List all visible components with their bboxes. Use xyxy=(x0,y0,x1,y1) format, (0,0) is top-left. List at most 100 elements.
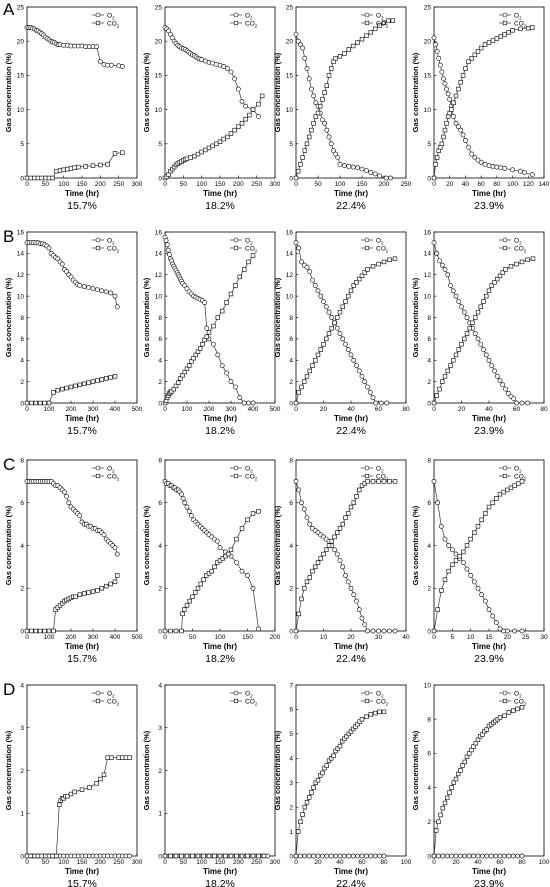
data-point-co2 xyxy=(313,564,318,570)
data-point-o2 xyxy=(372,853,378,859)
data-point-o2 xyxy=(313,100,319,106)
x-tick-label: 0 xyxy=(25,634,29,641)
data-point-o2 xyxy=(343,341,348,347)
data-point-co2 xyxy=(317,773,323,778)
panel-label: 22.4% xyxy=(336,653,366,665)
data-point-co2 xyxy=(435,607,440,612)
data-point-o2 xyxy=(306,76,312,82)
data-point-co2 xyxy=(233,283,238,288)
legend-label: CO2 xyxy=(107,245,120,253)
data-point-co2 xyxy=(315,560,321,565)
data-point-co2 xyxy=(206,145,212,151)
data-point-co2 xyxy=(228,291,234,297)
data-point-co2 xyxy=(35,853,41,859)
x-tick-label: 50 xyxy=(42,181,50,188)
data-point-co2 xyxy=(33,400,39,406)
data-point-co2 xyxy=(180,611,185,617)
data-point-o2 xyxy=(184,504,190,510)
panel-label: 23.9% xyxy=(474,200,504,212)
data-point-co2 xyxy=(315,110,321,116)
data-point-co2 xyxy=(293,628,299,634)
x-tick-label: 20 xyxy=(320,406,328,413)
data-point-co2 xyxy=(232,127,237,133)
data-point-o2 xyxy=(475,853,481,859)
y-axis-label: Gas concentration (%) xyxy=(142,730,151,810)
data-point-co2 xyxy=(101,772,107,777)
y-tick-label: 6 xyxy=(289,707,293,714)
data-point-o2 xyxy=(463,137,468,143)
data-point-co2 xyxy=(436,819,441,825)
legend-marker-o2 xyxy=(95,465,101,471)
data-point-co2 xyxy=(343,299,348,304)
data-point-co2 xyxy=(310,363,315,368)
x-tick-label: 100 xyxy=(196,859,207,866)
data-point-o2 xyxy=(348,352,354,358)
series-line-co2 xyxy=(295,20,393,179)
data-point-o2 xyxy=(459,304,464,310)
data-point-o2 xyxy=(235,86,241,92)
data-point-co2 xyxy=(490,38,496,43)
data-point-co2 xyxy=(318,556,323,561)
data-point-co2 xyxy=(442,800,448,806)
y-tick-label: 16 xyxy=(286,229,294,236)
data-point-o2 xyxy=(381,628,387,634)
data-point-co2 xyxy=(333,56,338,61)
data-point-co2 xyxy=(453,352,459,358)
data-point-co2 xyxy=(492,280,497,285)
data-point-co2 xyxy=(467,325,472,331)
data-point-o2 xyxy=(434,250,440,256)
data-point-co2 xyxy=(484,293,489,299)
data-point-co2 xyxy=(51,390,56,395)
data-point-o2 xyxy=(97,59,103,65)
legend-marker-co2 xyxy=(502,698,508,704)
data-point-o2 xyxy=(453,853,459,859)
data-point-o2 xyxy=(114,304,120,310)
data-point-o2 xyxy=(392,628,398,634)
data-point-o2 xyxy=(431,240,437,246)
data-point-o2 xyxy=(363,853,369,859)
y-tick-label: 8 xyxy=(427,315,431,322)
x-tick-label: 150 xyxy=(77,859,88,866)
plot-frame xyxy=(26,231,138,404)
data-point-o2 xyxy=(112,545,118,551)
data-point-co2 xyxy=(364,33,369,38)
y-tick-label: 5 xyxy=(20,141,24,148)
data-point-o2 xyxy=(296,487,302,493)
data-point-co2 xyxy=(337,743,343,749)
data-point-co2 xyxy=(234,536,239,542)
data-point-co2 xyxy=(434,155,440,160)
legend-marker-o2 xyxy=(233,690,239,696)
data-point-co2 xyxy=(98,162,103,168)
data-point-o2 xyxy=(370,628,376,634)
y-axis-label: Gas concentration (%) xyxy=(4,505,13,585)
data-point-o2 xyxy=(184,286,190,292)
data-point-co2 xyxy=(348,504,354,510)
x-tick-label: 200 xyxy=(233,859,244,866)
data-point-co2 xyxy=(505,487,510,493)
x-tick-label: 100 xyxy=(335,181,346,188)
data-point-o2 xyxy=(365,628,370,634)
data-point-co2 xyxy=(508,485,514,490)
data-point-co2 xyxy=(42,628,47,634)
data-point-co2 xyxy=(450,562,455,567)
data-point-co2 xyxy=(451,358,456,363)
legend-label: CO2 xyxy=(245,20,258,28)
data-point-co2 xyxy=(439,141,445,146)
data-point-o2 xyxy=(337,161,343,167)
data-point-co2 xyxy=(346,731,351,737)
data-point-co2 xyxy=(242,267,247,272)
panel-label: 22.4% xyxy=(336,200,366,212)
data-point-co2 xyxy=(441,134,446,140)
data-point-o2 xyxy=(510,167,515,173)
data-point-co2 xyxy=(302,586,307,591)
data-point-co2 xyxy=(29,400,34,406)
data-point-co2 xyxy=(256,509,261,514)
data-point-o2 xyxy=(484,853,490,859)
data-point-o2 xyxy=(219,363,225,368)
data-point-o2 xyxy=(377,853,382,859)
y-tick-label: 5 xyxy=(158,141,162,148)
data-point-o2 xyxy=(237,395,243,401)
data-point-co2 xyxy=(123,755,129,760)
